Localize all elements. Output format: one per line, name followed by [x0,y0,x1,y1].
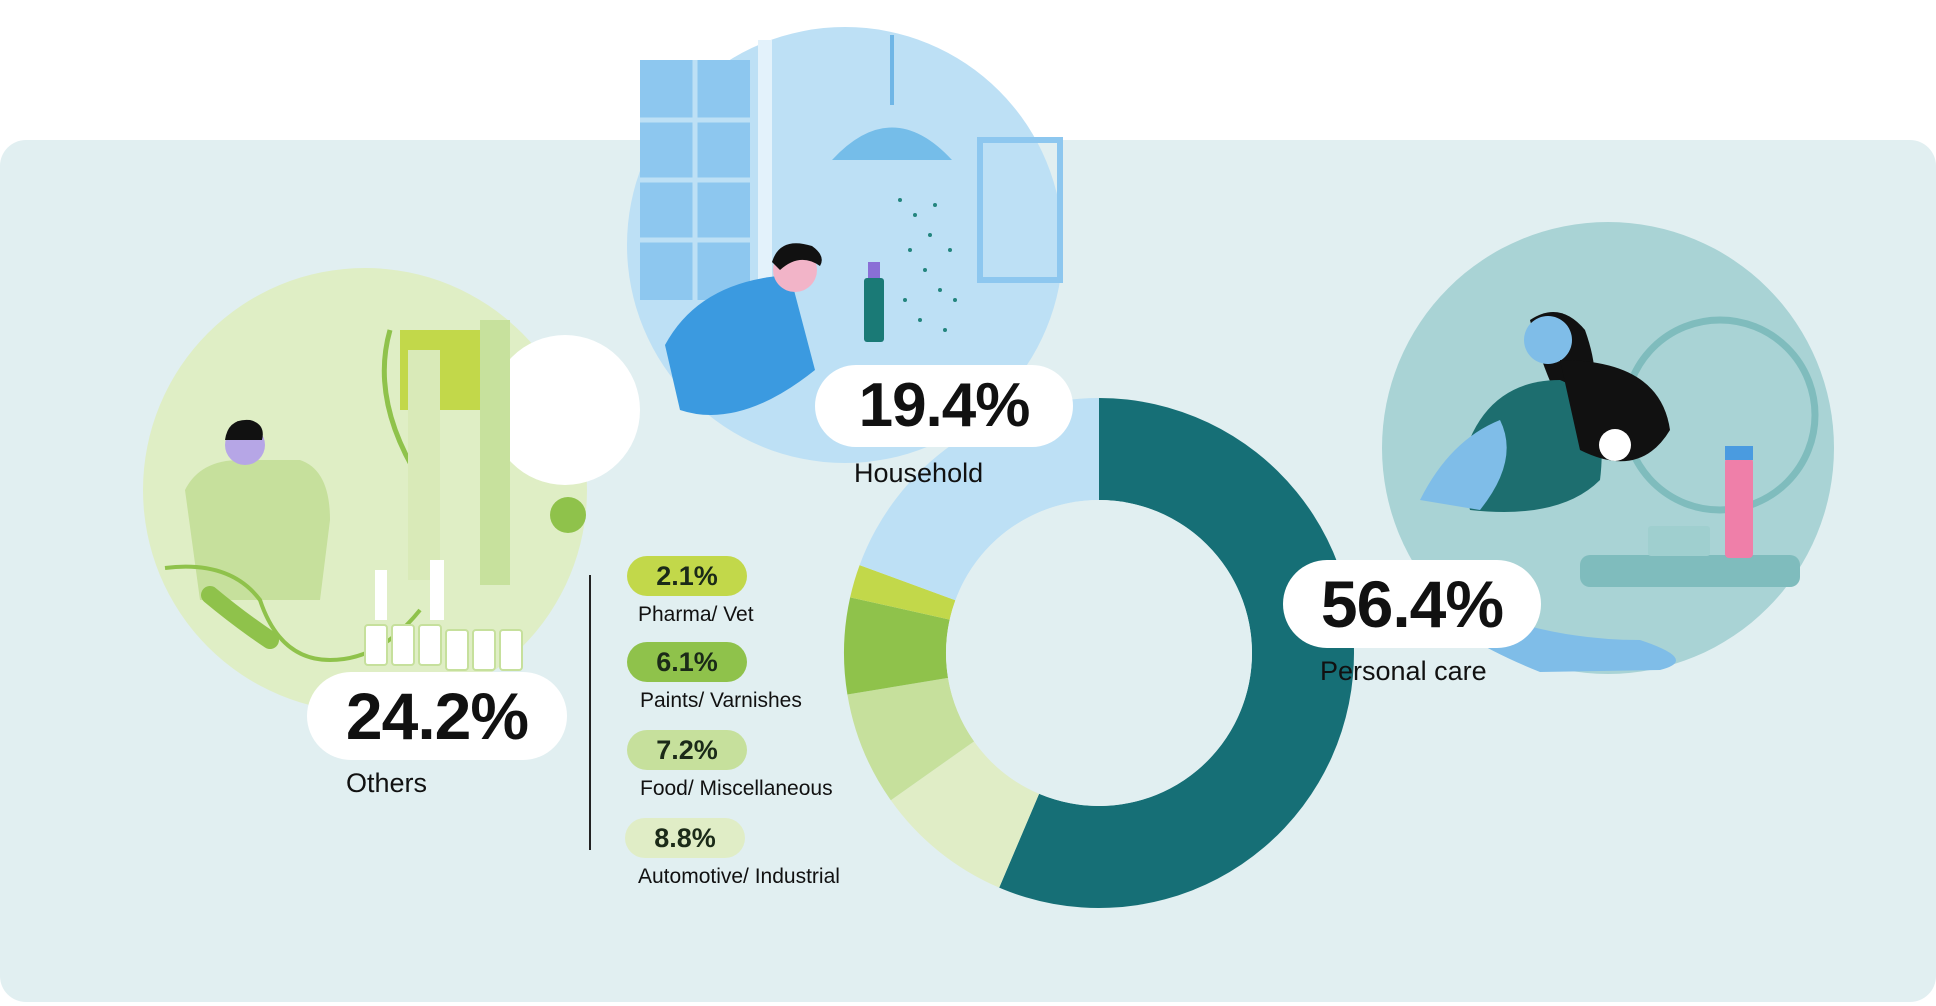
pharma-vet-badge: 2.1% [627,556,747,596]
donut-segment-personal-care [999,398,1355,909]
donut-segment-paints-varnishes [844,597,950,695]
automotive-industrial-label: Automotive/ Industrial [638,865,840,888]
donut-hole [946,500,1252,806]
personal-care-percent-pill: 56.4% [1283,560,1541,648]
automotive-industrial-badge: 8.8% [625,818,745,858]
paints-varnishes-badge: 6.1% [627,642,747,682]
donut-chart [844,398,1355,909]
food-miscellaneous-badge: 7.2% [627,730,747,770]
others-percent-pill: 24.2% [307,672,567,760]
others-breakdown-divider [589,575,591,850]
donut-segment-pharma-vet [850,565,956,620]
household-illustration [627,27,1063,463]
household-label: Household [854,458,984,488]
food-miscellaneous-label: Food/ Miscellaneous [640,777,833,800]
donut-segment-automotive-industrial [890,741,1040,888]
others-illustration [143,268,640,712]
personal-care-label: Personal care [1320,656,1487,686]
pharma-vet-label: Pharma/ Vet [638,603,754,626]
paints-varnishes-label: Paints/ Varnishes [640,689,802,712]
donut-segment-household [859,398,1099,601]
household-percent-pill: 19.4% [815,365,1073,447]
others-label: Others [346,768,428,798]
donut-segment-food-miscellaneous [847,677,975,801]
